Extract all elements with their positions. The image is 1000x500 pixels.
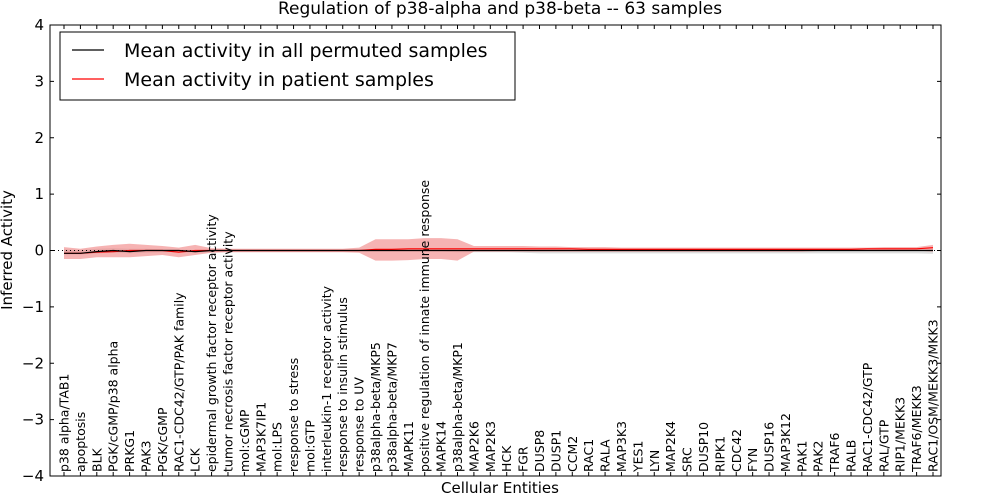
- x-tick-label: MAP2K3: [483, 421, 498, 472]
- x-tick-label: apoptosis: [73, 412, 88, 472]
- x-tick-label: MAPK14: [434, 421, 449, 472]
- x-tick-label: YES1: [630, 441, 645, 473]
- chart-title: Regulation of p38-alpha and p38-beta -- …: [278, 0, 722, 19]
- x-tick-label: RAL/GTP: [876, 419, 891, 472]
- x-tick-label: RIPK1: [712, 436, 727, 472]
- y-axis: 4 3 2 1 0 −1 −2 −3 −4: [22, 16, 941, 485]
- x-tick-label: DUSP16: [762, 422, 777, 472]
- x-tick-label: CDC42: [729, 429, 744, 472]
- x-tick-label: PGK/cGMP/p38 alpha: [106, 341, 121, 472]
- x-tick-label: interleukin-1 receptor activity: [319, 285, 334, 472]
- y-tick-label: 3: [34, 72, 44, 90]
- x-tick-label: MAP2K6: [466, 421, 481, 472]
- x-tick-label: p38alpha-beta/MKP7: [384, 342, 399, 472]
- y-tick-label: 4: [34, 16, 44, 34]
- x-tick-label: response to insulin stimulus: [335, 297, 350, 472]
- x-tick-label: CCM2: [565, 436, 580, 472]
- x-tick-label: PAK3: [138, 441, 153, 472]
- x-tick-label: HCK: [499, 445, 514, 472]
- x-tick-label: response to UV: [352, 377, 367, 472]
- x-tick-label: RIP1/MEKK3: [893, 397, 908, 472]
- x-tick-label: FGR: [516, 446, 531, 472]
- x-tick-label: DUSP1: [548, 430, 563, 472]
- series-lines: [50, 247, 941, 254]
- x-tick-label: p38alpha-beta/MKP5: [368, 342, 383, 472]
- y-tick-label: 0: [34, 242, 44, 260]
- x-tick-label: RAC1-CDC42/GTP: [860, 362, 875, 472]
- x-tick-label: RALA: [598, 439, 613, 472]
- x-tick-label: TRAF6/MEKK3: [909, 385, 924, 473]
- x-tick-label: MAPK11: [401, 421, 416, 472]
- x-tick-label: response to stress: [286, 358, 301, 472]
- x-tick-label: MAP3K7IP1: [253, 402, 268, 472]
- legend-label-patient: Mean activity in patient samples: [124, 69, 434, 91]
- x-tick-label: PAK1: [794, 441, 809, 472]
- x-tick-label: DUSP10: [696, 422, 711, 472]
- y-tick-label: −2: [22, 354, 44, 372]
- y-tick-label: −1: [22, 298, 44, 316]
- x-tick-label: PAK2: [811, 441, 826, 472]
- permuted-mean-line: [64, 249, 933, 254]
- legend-label-permuted: Mean activity in all permuted samples: [124, 40, 487, 62]
- y-tick-label: −4: [22, 467, 44, 485]
- x-axis-label: Cellular Entities: [441, 479, 559, 497]
- x-tick-label: MAP3K12: [778, 413, 793, 472]
- x-tick-label: tumor necrosis factor receptor activity: [220, 231, 235, 472]
- x-tick-label: SRC: [680, 447, 695, 472]
- x-tick-label: mol:GTP: [302, 420, 317, 472]
- x-tick-label: RAC1/OSM/MEKK3/MKK3: [926, 319, 941, 472]
- x-tick-label: epidermal growth factor receptor activit…: [204, 214, 219, 472]
- x-tick-label: RAC1-CDC42/GTP/PAK family: [171, 292, 186, 472]
- legend-box: [59, 31, 516, 101]
- x-tick-label: p38alpha-beta/MKP1: [450, 342, 465, 472]
- x-tick-label: RALB: [844, 440, 859, 472]
- x-tick-label: TRAF6: [827, 432, 842, 473]
- x-tick-label: RAC1: [581, 439, 596, 472]
- x-tick-label: PGK/cGMP: [155, 407, 170, 472]
- y-tick-label: 1: [34, 185, 44, 203]
- x-tick-label: mol:cGMP: [237, 409, 252, 472]
- x-tick-label: p38 alpha/TAB1: [57, 374, 72, 472]
- x-tick-label: LYN: [647, 450, 662, 472]
- x-tick-label: FYN: [745, 448, 760, 472]
- x-tick-label: positive regulation of innate immune res…: [417, 180, 432, 472]
- x-tick-label: BLK: [89, 447, 104, 472]
- y-tick-label: 2: [34, 129, 44, 147]
- x-tick-label: MAP2K4: [663, 421, 678, 472]
- legend: Mean activity in all permuted samples Me…: [59, 31, 516, 101]
- x-tick-label: DUSP8: [532, 430, 547, 472]
- x-tick-label: MAP3K3: [614, 421, 629, 472]
- x-tick-label: PRKG1: [122, 430, 137, 472]
- x-tick-label: LCK: [188, 447, 203, 472]
- y-axis-label: Inferred Activity: [0, 190, 16, 310]
- x-axis: p38 alpha/TAB1 apoptosis BLK PGK/cGMP/p38 a…: [57, 25, 941, 476]
- y-tick-label: −3: [22, 411, 44, 429]
- x-tick-label: mol:LPS: [270, 422, 285, 472]
